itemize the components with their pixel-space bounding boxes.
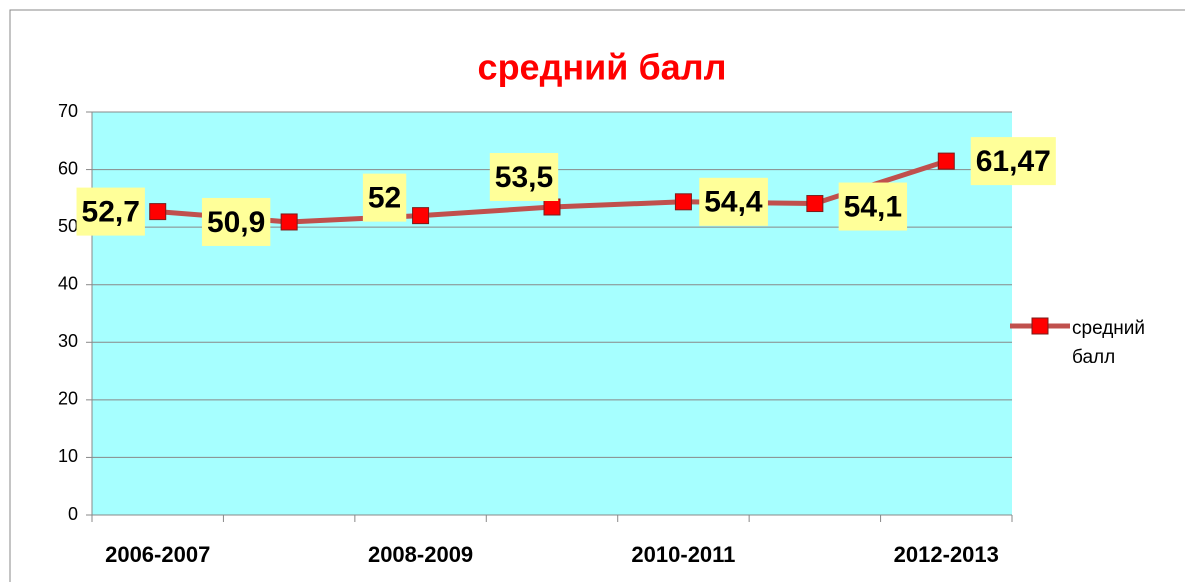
x-tick-label: 2012-2013 (894, 542, 999, 567)
marker (412, 207, 430, 225)
y-tick-label: 40 (58, 273, 78, 293)
x-tick-label: 2008-2009 (368, 542, 473, 567)
y-tick-label: 30 (58, 331, 78, 351)
y-tick-label: 50 (58, 216, 78, 236)
legend-label: средний балл (1072, 318, 1146, 368)
data-label: 53,5 (495, 161, 553, 194)
data-label: 54,4 (704, 186, 763, 219)
data-label: 61,47 (976, 145, 1051, 178)
data-label-bg (76, 187, 145, 236)
x-tick-label: 2006-2007 (105, 542, 210, 567)
data-label: 54,1 (844, 190, 902, 223)
data-label-bg (362, 173, 407, 222)
data-label-bg (489, 152, 559, 201)
y-tick-label: 60 (58, 158, 78, 178)
marker (674, 193, 692, 211)
data-label-bg (699, 177, 768, 226)
x-tick-label: 2010-2011 (631, 542, 735, 567)
data-label: 52 (368, 182, 401, 215)
marker (806, 195, 824, 213)
y-tick-label: 0 (68, 504, 78, 524)
marker (543, 198, 561, 216)
data-label: 52,7 (82, 196, 140, 229)
data-label-bg (201, 197, 271, 246)
data-label: 50,9 (207, 206, 265, 239)
data-label-bg (970, 137, 1056, 186)
y-tick-label: 70 (58, 101, 78, 121)
y-tick-label: 20 (58, 389, 78, 409)
marker (937, 152, 955, 170)
y-tick-label: 10 (58, 446, 78, 466)
chart-title: средний балл (478, 47, 727, 88)
legend-marker (1031, 317, 1049, 335)
marker (149, 203, 167, 221)
data-label-bg (838, 182, 908, 231)
marker (280, 213, 298, 231)
